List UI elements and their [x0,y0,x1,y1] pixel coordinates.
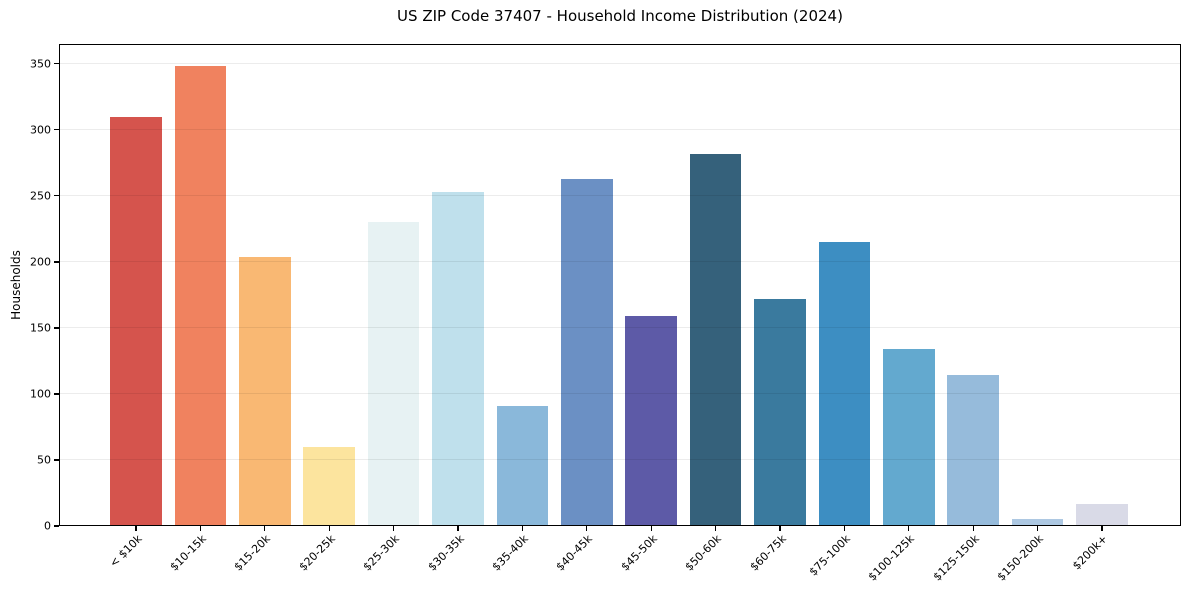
bar [883,349,935,526]
y-tick-label: 0 [44,519,51,533]
gridline [59,326,1181,328]
gridline [59,128,1181,130]
y-tick-label: 250 [30,189,51,203]
x-tick-mark [715,526,717,531]
bar [754,298,806,526]
x-tick-mark [1101,526,1103,531]
bar [110,116,162,526]
x-tick-label: $100-125k [866,532,918,584]
x-tick-label: $10-15k [167,532,209,574]
y-tick-label: 50 [37,453,51,467]
x-tick-mark [1037,526,1039,531]
x-tick-label: $45-50k [618,532,660,574]
x-tick-label: $60-75k [747,532,789,574]
y-tick-label: 100 [30,387,51,401]
y-tick-mark [53,63,59,65]
y-tick-label: 350 [30,57,51,71]
y-tick-mark [53,525,59,527]
bar [561,178,613,526]
x-tick-label: $50-60k [682,532,725,574]
bar [947,375,999,526]
bar [432,191,484,526]
bar [1011,519,1064,526]
y-tick-mark [53,327,59,329]
x-tick-mark [393,526,395,531]
x-tick-label: $15-20k [232,532,274,574]
bar [818,242,871,526]
bar [1076,503,1128,526]
x-tick-mark [586,526,588,531]
bar [367,222,420,526]
y-tick-label: 300 [30,123,51,137]
x-tick-label: $25-30k [360,532,403,574]
x-tick-mark [199,526,201,531]
x-tick-mark [650,526,652,531]
x-tick-label: $125-150k [930,532,982,584]
y-tick-mark [53,459,59,461]
x-tick-mark [779,526,781,531]
bar [689,153,742,526]
gridline [59,194,1181,196]
gridline [59,62,1181,64]
y-tick-mark [53,261,59,263]
y-tick-label: 200 [30,255,51,269]
y-tick-mark [53,195,59,197]
bar [625,316,677,526]
bar [239,256,291,526]
bar [303,446,355,526]
x-tick-label: $150-200k [994,532,1047,584]
y-tick-label: 150 [30,321,51,335]
y-tick-mark [53,393,59,395]
x-tick-label: $30-35k [425,532,467,574]
x-tick-mark [457,526,459,531]
gridline [59,260,1181,262]
x-tick-mark [521,526,523,531]
x-tick-label: < $10k [106,532,145,570]
x-tick-label: $40-45k [554,532,596,574]
gridline [59,392,1181,394]
x-tick-mark [972,526,974,531]
x-tick-label: $75-100k [806,532,853,579]
bar [496,405,549,526]
x-tick-mark [264,526,266,531]
x-tick-mark [135,526,137,531]
gridline [59,458,1181,460]
x-tick-label: $200k+ [1070,532,1111,573]
x-tick-mark [908,526,910,531]
x-tick-label: $20-25k [296,532,338,574]
chart-title: US ZIP Code 37407 - Household Income Dis… [397,7,843,25]
y-tick-mark [53,129,59,131]
x-tick-mark [843,526,845,531]
plot-area: 0 50 100 150 200 250 300 350 < $10k $10-15k $15-20… [30,44,1181,583]
y-axis-label: Households [9,250,23,320]
x-tick-label: $35-40k [489,532,531,574]
bar [174,66,227,526]
x-tick-mark [328,526,330,531]
